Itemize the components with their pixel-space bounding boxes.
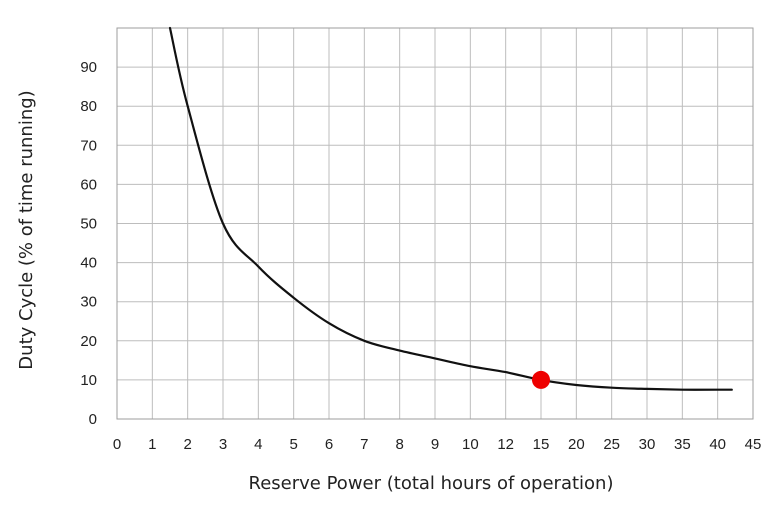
x-tick-label: 30 bbox=[639, 436, 656, 453]
x-axis-title: Reserve Power (total hours of operation) bbox=[249, 473, 614, 494]
y-tick-label: 30 bbox=[80, 294, 97, 311]
y-tick-label: 60 bbox=[80, 176, 97, 193]
x-tick-label: 1 bbox=[148, 436, 156, 453]
x-tick-label: 25 bbox=[603, 436, 620, 453]
plot-frame bbox=[116, 27, 754, 420]
grid bbox=[116, 28, 754, 420]
series-line bbox=[168, 26, 733, 391]
y-tick-label: 50 bbox=[80, 216, 97, 233]
x-tick-label: 45 bbox=[745, 436, 762, 453]
y-axis-title: Duty Cycle (% of time running) bbox=[16, 90, 37, 369]
x-tick-label: 35 bbox=[674, 436, 691, 453]
y-tick-labels: 0 10 20 30 40 50 60 70 80 90 bbox=[80, 59, 97, 428]
y-tick-label: 0 bbox=[89, 411, 97, 428]
x-tick-label: 3 bbox=[219, 436, 227, 453]
highlight-point bbox=[532, 370, 550, 389]
x-tick-label: 12 bbox=[497, 436, 514, 453]
y-tick-label: 20 bbox=[80, 333, 97, 350]
x-tick-label: 40 bbox=[709, 436, 726, 453]
x-tick-label: 2 bbox=[183, 436, 191, 453]
x-tick-label: 15 bbox=[533, 436, 550, 453]
x-tick-label: 6 bbox=[325, 436, 333, 453]
y-tick-label: 80 bbox=[80, 98, 97, 115]
x-tick-label: 10 bbox=[462, 436, 479, 453]
x-tick-label: 9 bbox=[431, 436, 439, 453]
x-tick-label: 20 bbox=[568, 436, 585, 453]
x-tick-label: 8 bbox=[395, 436, 403, 453]
y-tick-label: 10 bbox=[80, 372, 97, 389]
x-tick-label: 7 bbox=[360, 436, 368, 453]
x-tick-label: 4 bbox=[254, 436, 262, 453]
x-tick-label: 5 bbox=[289, 436, 297, 453]
y-tick-label: 90 bbox=[80, 59, 97, 76]
x-tick-labels: 0 1 2 3 4 5 6 7 8 9 10 12 15 20 25 30 35 40 45 bbox=[113, 436, 762, 453]
y-tick-label: 70 bbox=[80, 137, 97, 154]
x-tick-label: 0 bbox=[113, 436, 121, 453]
y-tick-label: 40 bbox=[80, 255, 97, 272]
